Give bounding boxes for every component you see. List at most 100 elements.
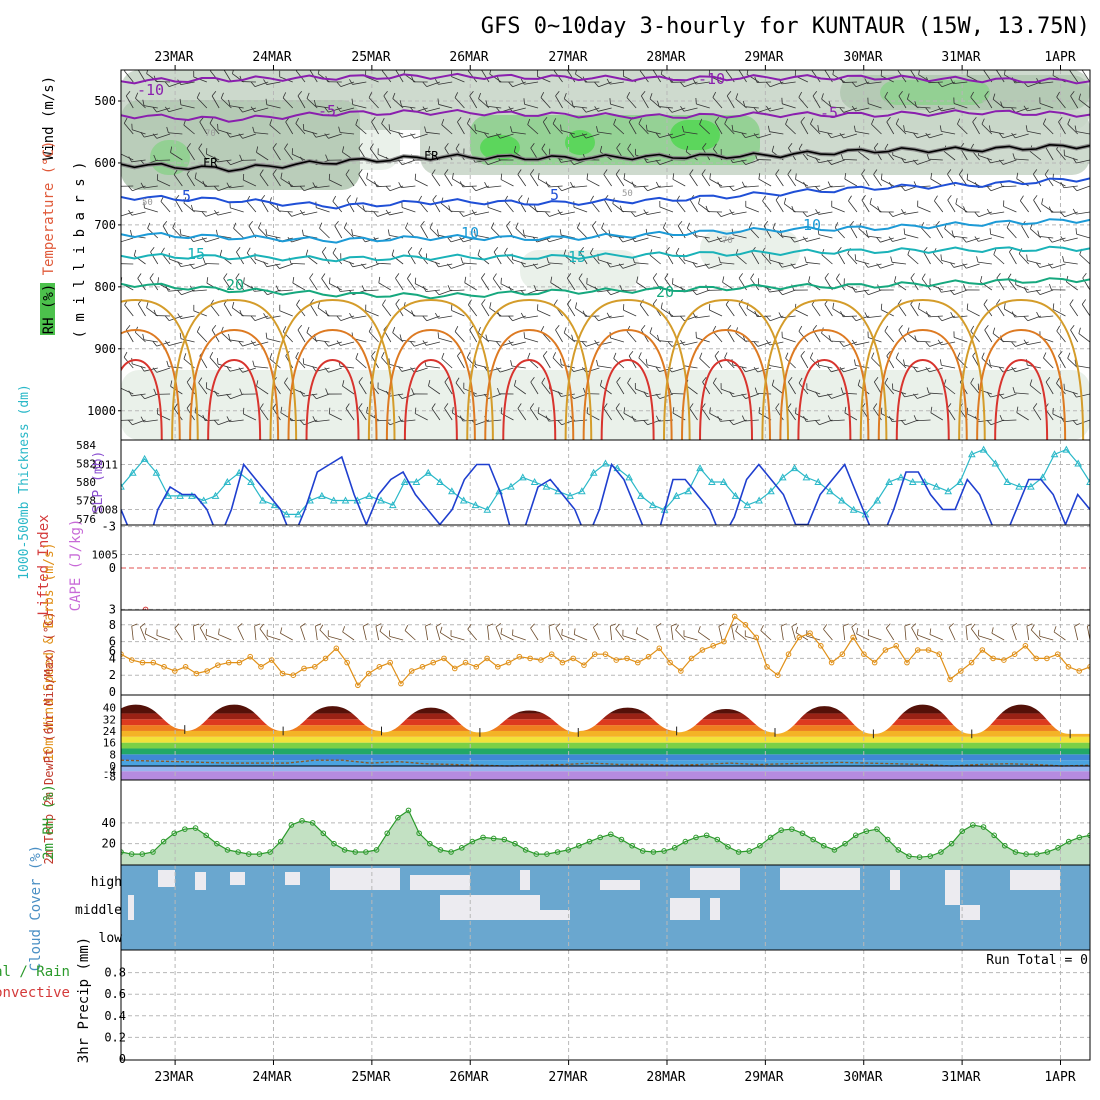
wind-barb-staff — [230, 159, 244, 166]
wind-barb-flag — [557, 420, 562, 426]
temp2m-tick-label: 40 — [103, 702, 116, 715]
wind-barb-flag — [1058, 116, 1063, 123]
wind-barb-flag — [295, 117, 299, 124]
wind-barb-flag — [748, 222, 753, 228]
wind-barb-staff — [782, 337, 796, 343]
wind-barb-staff — [683, 341, 698, 346]
wind-barb-flag — [861, 195, 866, 201]
temp2m-tick-label: 32 — [103, 713, 116, 726]
wind-barb-flag — [871, 118, 875, 125]
wind-barb-flag — [395, 299, 400, 305]
rh2m-point — [416, 830, 422, 837]
wind-barb-staff — [970, 330, 980, 343]
wind-barb-flag — [140, 365, 145, 372]
wind10m-barb-staff — [259, 628, 269, 641]
wind-barb-flag — [545, 181, 549, 188]
wind-barb-flag — [1025, 125, 1028, 132]
rh2m-point — [121, 849, 124, 855]
wind-barb-staff — [366, 178, 379, 187]
bottom-date-labels: 23MAR 24MAR 25MAR 26MAR 27MAR 28MAR 29MA… — [154, 1070, 1075, 1085]
contour-label: 15 — [568, 248, 586, 266]
pressure-tick-label: 900 — [94, 342, 116, 356]
wind-barb-staff — [343, 227, 355, 239]
wind-barb-flag — [540, 325, 545, 332]
precip-tick-label: 0.4 — [104, 1009, 126, 1023]
wind-barb-staff — [917, 393, 931, 399]
wind-barb-staff — [573, 133, 588, 138]
rh-axis-label: RH (%) — [41, 284, 57, 335]
isotherm-line — [121, 245, 1090, 263]
wind-barb-flag — [949, 289, 955, 295]
wind-barb-staff — [1003, 393, 1017, 399]
wind-barb-flag — [447, 285, 451, 291]
wind-barb-flag — [692, 78, 697, 85]
temp2m-band — [121, 730, 1090, 737]
wind-barb-staff — [573, 206, 588, 213]
wind-barb-flag — [900, 186, 906, 192]
wind-barb-flag — [431, 169, 436, 175]
wind-barb-flag — [876, 263, 881, 269]
wind-barb-flag — [803, 415, 807, 422]
wind-barb-flag — [213, 185, 219, 192]
wind-barb-staff — [242, 341, 257, 347]
pressure-axis-label: ( m i l l i b a r s ) — [72, 161, 88, 338]
wind-barb-flag — [214, 209, 219, 216]
wind-barb-flag — [563, 93, 567, 99]
wind-barb-flag — [791, 205, 795, 212]
wind-barb-staff — [941, 130, 956, 135]
wind-barb-flag — [1048, 263, 1053, 269]
wind-barb-flag — [514, 379, 517, 386]
wind-barb-staff — [121, 393, 122, 394]
thickness-tick-label: 576 — [76, 513, 96, 526]
wind-barb-staff — [121, 211, 122, 212]
wind-barb-staff — [824, 304, 833, 317]
wind-barb-flag — [471, 209, 476, 216]
wind-barb-flag — [280, 406, 283, 413]
wind-barb-flag — [358, 377, 363, 383]
wind-barb-staff — [941, 107, 956, 112]
wind-barb-flag — [123, 351, 128, 358]
wind-barb-flag — [252, 126, 255, 133]
wind-barb-staff — [1056, 383, 1066, 395]
wind-barb-staff — [689, 408, 698, 421]
thickness-point — [719, 477, 728, 485]
wind-barb-staff — [401, 207, 416, 213]
wind-barb-staff — [800, 355, 809, 369]
wind-barb-staff — [818, 130, 833, 135]
wind-barb-flag — [824, 273, 829, 279]
wind-barb-flag — [981, 352, 985, 359]
wind-barb-flag — [312, 393, 317, 399]
wind-barb-staff — [132, 363, 146, 369]
wind-barb-flag — [832, 302, 835, 309]
wind-barb-flag — [1067, 118, 1071, 125]
wind-barb-flag — [114, 117, 118, 122]
wind-barb-staff — [892, 261, 907, 265]
wind-barb-staff — [121, 264, 122, 265]
thickness-point — [176, 491, 184, 499]
rh2m-point — [480, 834, 486, 841]
wind-barb-flag — [391, 249, 395, 256]
wind-barb-flag — [778, 312, 783, 318]
wind-barb-flag — [555, 90, 560, 97]
wind-barb-staff — [585, 133, 600, 139]
wind-barb-flag — [128, 156, 133, 163]
wind10m-barb-flag — [467, 624, 472, 630]
wind-barb-flag — [962, 237, 967, 243]
wind-barb-flag — [888, 236, 893, 242]
wind10m-barb-flag — [487, 623, 494, 627]
wind-barb-flag — [256, 146, 259, 153]
wind-barb-staff — [279, 263, 293, 269]
wind-barb-flag — [455, 143, 460, 150]
wind-barb-flag — [451, 406, 454, 414]
wind-barb-staff — [303, 363, 318, 369]
wind10m-barb-flag — [193, 623, 200, 627]
wind-barb-flag — [542, 116, 548, 123]
wind-barb-staff — [382, 304, 392, 317]
wind-barb-flag — [1037, 230, 1040, 237]
wind-barb-staff — [844, 412, 858, 421]
rh2m-point — [703, 832, 710, 839]
date-label: 27MAR — [548, 1070, 587, 1085]
wind-barb-staff — [381, 123, 392, 135]
wind-barb-flag — [1074, 359, 1077, 366]
wind-barb-staff — [269, 124, 281, 135]
